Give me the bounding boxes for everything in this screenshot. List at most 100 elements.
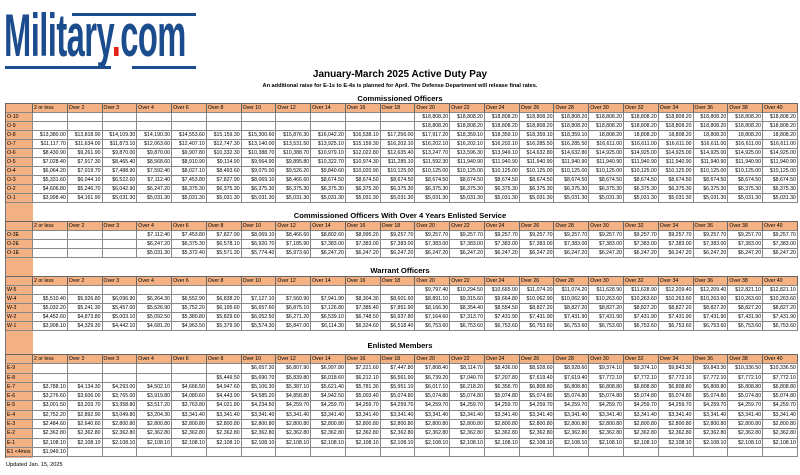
pay-cell: $7,112.40	[137, 176, 173, 185]
column-header: Over 14	[311, 355, 346, 365]
pay-cell: $3,341.40	[450, 410, 485, 421]
pay-cell: $6,753.60	[415, 322, 451, 331]
pay-cell	[33, 286, 68, 295]
pay-cell: $2,108.10	[276, 438, 312, 448]
pay-cell: $8,827.20	[554, 304, 590, 313]
column-header: Over 10	[241, 277, 277, 286]
pay-cell: $6,739.20	[415, 373, 451, 383]
pay-cell: $9,374.10	[589, 364, 625, 374]
pay-cell: $2,362.80	[276, 429, 312, 439]
table-row: O-9 $18,808.20 $18,808.20 $18,808.20 $18,808…	[6, 122, 798, 131]
pay-cell: $5,973.60	[276, 249, 312, 258]
pay-cell: $4,329.30	[67, 322, 103, 331]
pay-cell: $2,362.80	[241, 429, 277, 439]
pay-cell: $3,341.40	[658, 410, 694, 421]
pay-cell: $3,341.40	[276, 410, 312, 421]
pay-cell: $7,827.90	[206, 231, 242, 240]
pay-cell: $7,383.00	[589, 240, 625, 249]
pay-cell: $5,074.80	[554, 392, 590, 402]
pay-cell: $4,259.70	[276, 401, 312, 411]
column-header: Over 16	[345, 277, 381, 286]
column-header: Over 38	[728, 104, 764, 113]
pay-cell: $18,808.20	[519, 113, 555, 122]
pay-cell: $6,044.10	[67, 176, 103, 185]
pay-cell: $4,666.50	[172, 382, 207, 393]
pay-cell: $8,910.90	[172, 158, 207, 167]
pay-cell: $4,502.10	[137, 382, 173, 393]
pay-cell: $15,300.60	[241, 131, 277, 140]
column-header: Over 34	[658, 355, 694, 365]
pay-grade: O-3	[6, 176, 33, 185]
column-header: Over 34	[658, 104, 694, 113]
pay-cell: $7,383.00	[693, 240, 729, 249]
column-header: Over 20	[415, 104, 451, 113]
pay-cell: $6,375.30	[206, 185, 242, 194]
pay-cell: $4,259.70	[311, 401, 346, 411]
pay-cell: $7,431.90	[728, 313, 764, 322]
military-com-logo[interactable]: Military.com	[4, 2, 199, 69]
pay-cell: $10,332.30	[206, 149, 242, 158]
pay-cell: $2,800.80	[102, 420, 138, 430]
pay-cell: $12,821.10	[763, 286, 798, 295]
pay-cell: $4,942.50	[311, 392, 346, 402]
pay-cell: $8,802.60	[311, 231, 346, 240]
pay-cell: $6,064.20	[33, 167, 68, 176]
pay-cell: $8,069.10	[241, 176, 277, 185]
pay-cell: $6,808.80	[763, 382, 798, 393]
pay-cell: $11,628.90	[624, 286, 659, 295]
column-header: Over 28	[554, 355, 590, 365]
pay-cell	[172, 113, 207, 122]
column-header: Over 6	[172, 355, 207, 365]
pay-cell: $10,263.60	[658, 295, 694, 304]
header-grade-cell	[6, 222, 33, 231]
column-header: Over 3	[102, 222, 138, 231]
pay-cell: $18,808.20	[519, 122, 555, 131]
pay-cell	[172, 373, 207, 383]
pay-grade: W-3	[6, 304, 33, 313]
pay-cell: $2,362.80	[206, 429, 242, 439]
pay-cell: $7,431.90	[658, 313, 694, 322]
pay-cell: $5,031.30	[345, 194, 381, 203]
pay-cell: $2,108.10	[763, 438, 798, 448]
pay-cell	[102, 122, 138, 131]
pay-cell: $2,108.10	[345, 438, 381, 448]
pay-cell: $8,674.50	[484, 176, 520, 185]
pay-cell: $7,164.60	[415, 313, 451, 322]
pay-cell: $14,925.00	[693, 149, 729, 158]
pay-cell: $10,979.10	[311, 149, 346, 158]
column-header: Over 10	[241, 222, 277, 231]
pay-cell: $8,674.50	[658, 176, 694, 185]
pay-cell: $5,074.80	[415, 392, 451, 402]
pay-cell: $6,247.20	[589, 249, 625, 258]
pay-cell: $5,241.30	[67, 304, 103, 313]
pay-cell: $15,159.30	[206, 131, 242, 140]
pay-cell	[658, 447, 694, 458]
pay-cell	[276, 447, 312, 458]
pay-cell: $6,375.30	[589, 185, 625, 194]
pay-cell	[172, 122, 207, 131]
pay-cell: $6,753.60	[658, 322, 694, 331]
pay-cell: $5,074.80	[763, 392, 798, 402]
pay-cell	[33, 364, 68, 374]
column-header: Over 30	[589, 104, 625, 113]
column-header: Over 8	[206, 355, 242, 365]
table-row: O-3E $7,112.40 $7,453.80 $7,827.90 $8,069.10…	[6, 231, 798, 240]
pay-cell	[137, 364, 173, 374]
pay-cell	[67, 364, 103, 374]
pay-cell: $2,800.80	[589, 420, 625, 430]
pay-cell: 18,808.20	[763, 131, 798, 140]
pay-cell: $8,601.60	[380, 295, 416, 304]
pay-cell: $7,772.10	[763, 373, 798, 383]
pay-grade: O-2	[6, 185, 33, 194]
pay-cell: $4,259.70	[763, 401, 798, 411]
pay-cell: $6,247.20	[137, 240, 173, 249]
pay-cell: $9,257.70	[693, 231, 729, 240]
pay-cell: $8,827.20	[519, 304, 555, 313]
pay-cell: $6,838.20	[206, 295, 242, 304]
pay-cell: $6,808.80	[658, 382, 694, 393]
pay-cell: $12,063.60	[137, 140, 173, 149]
pay-cell: $2,362.80	[519, 429, 555, 439]
pay-cell: $18,808.20	[484, 122, 520, 131]
